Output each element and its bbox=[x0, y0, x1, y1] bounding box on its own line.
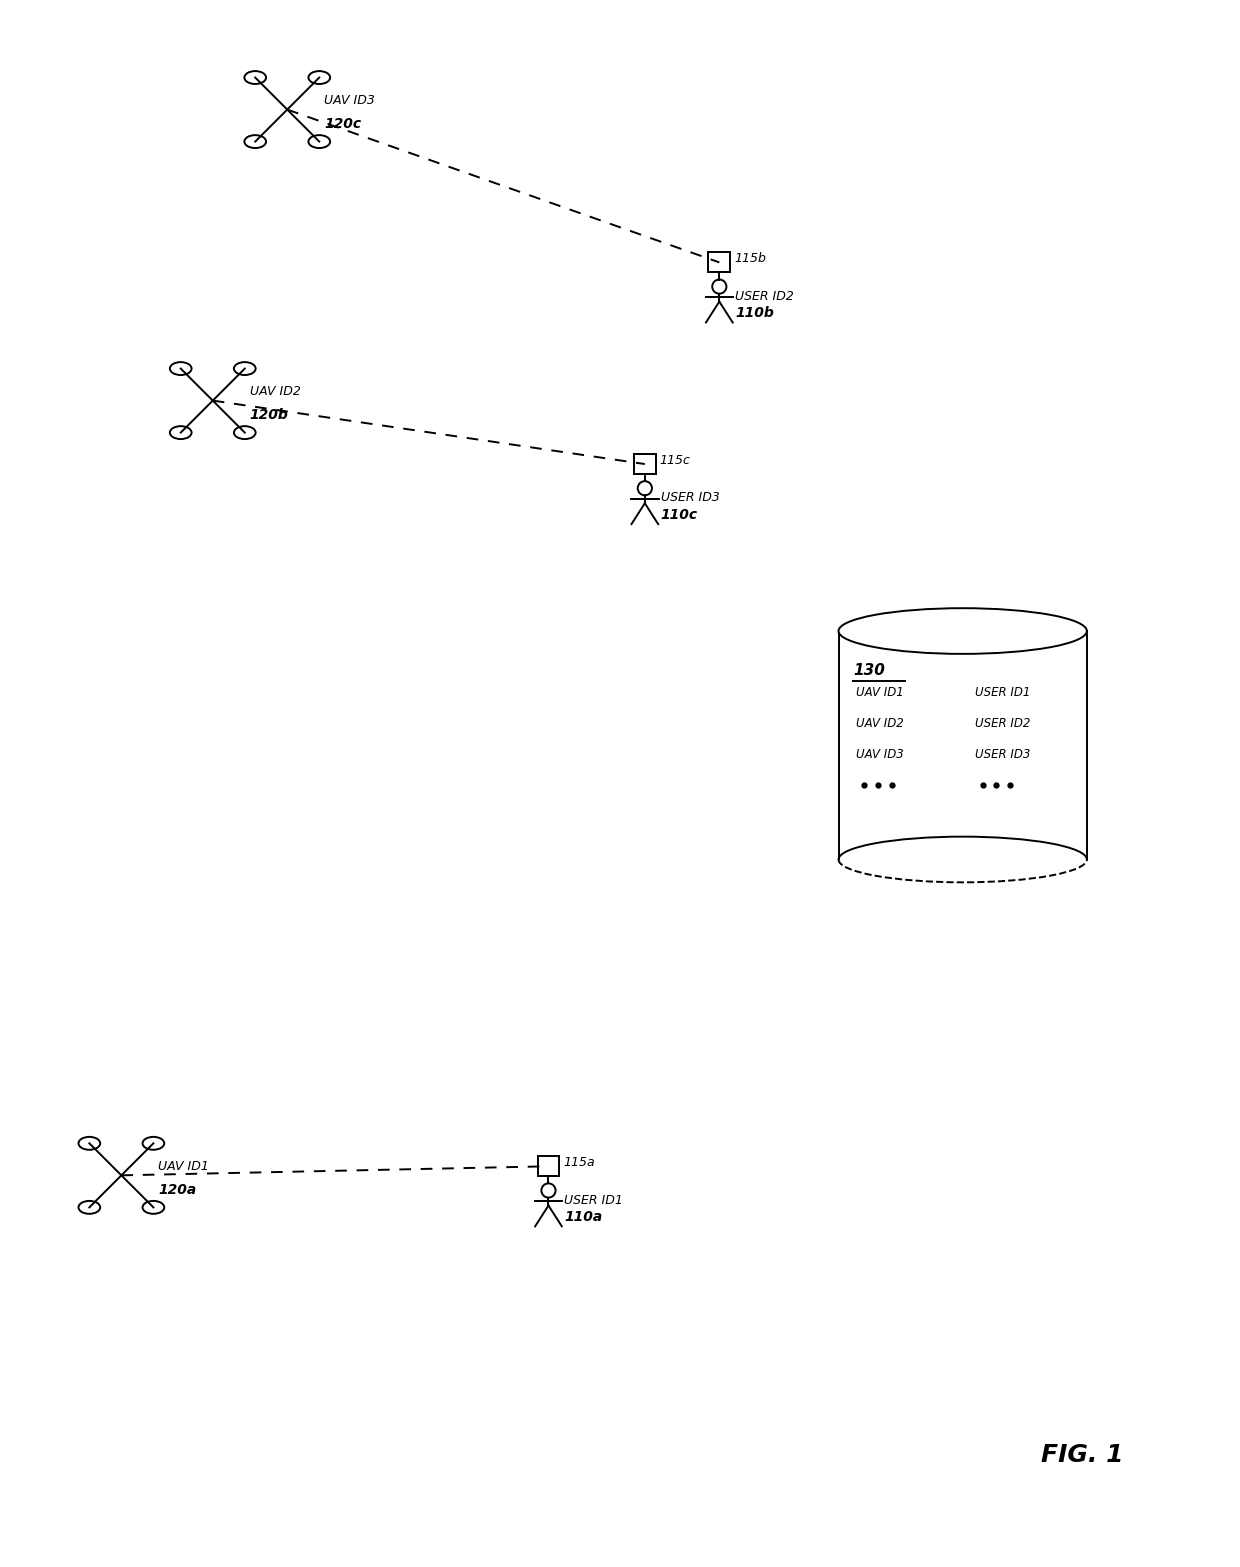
Text: UAV ID1: UAV ID1 bbox=[857, 686, 904, 699]
Text: UAV ID1: UAV ID1 bbox=[159, 1160, 210, 1172]
Text: 120a: 120a bbox=[159, 1183, 197, 1197]
Text: 110a: 110a bbox=[564, 1210, 603, 1224]
Text: USER ID3: USER ID3 bbox=[975, 747, 1030, 762]
Text: UAV ID2: UAV ID2 bbox=[249, 385, 300, 398]
Text: 110b: 110b bbox=[735, 306, 774, 320]
Text: USER ID2: USER ID2 bbox=[735, 290, 794, 302]
Text: 115b: 115b bbox=[734, 252, 766, 265]
Bar bbox=[634, 454, 656, 475]
Text: UAV ID3: UAV ID3 bbox=[324, 94, 376, 107]
Text: UAV ID2: UAV ID2 bbox=[857, 718, 904, 730]
Text: 115c: 115c bbox=[660, 454, 691, 467]
Text: 120b: 120b bbox=[249, 407, 289, 422]
Text: FIG. 1: FIG. 1 bbox=[1040, 1443, 1123, 1467]
Text: 115a: 115a bbox=[563, 1156, 595, 1169]
Text: USER ID1: USER ID1 bbox=[975, 686, 1030, 699]
Bar bbox=[708, 252, 730, 273]
Ellipse shape bbox=[838, 608, 1086, 653]
Text: USER ID2: USER ID2 bbox=[975, 718, 1030, 730]
Text: USER ID1: USER ID1 bbox=[564, 1194, 624, 1207]
Text: UAV ID3: UAV ID3 bbox=[857, 747, 904, 762]
Text: 130: 130 bbox=[853, 663, 885, 679]
Bar bbox=[538, 1156, 559, 1177]
Polygon shape bbox=[838, 632, 1086, 859]
Text: USER ID3: USER ID3 bbox=[661, 492, 719, 505]
Text: 110c: 110c bbox=[661, 508, 698, 522]
Text: 120c: 120c bbox=[324, 118, 361, 132]
